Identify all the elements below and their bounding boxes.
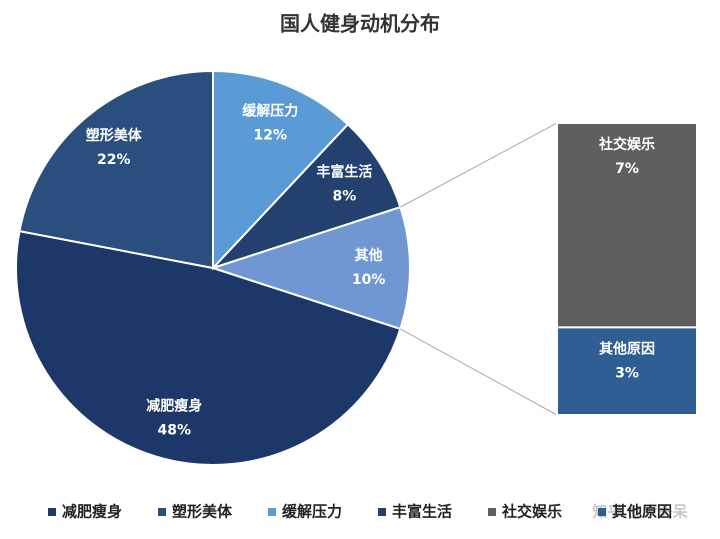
legend-swatch	[268, 508, 276, 516]
legend-swatch	[158, 508, 166, 516]
bar-value-label: 7%	[615, 161, 639, 177]
bar-segment	[556, 326, 698, 416]
slice-label: 塑形美体	[86, 127, 143, 144]
slice-label: 减肥瘦身	[146, 398, 202, 415]
legend-label: 丰富生活	[392, 503, 452, 521]
slice-value-label: 10%	[352, 272, 386, 288]
legend-swatch	[488, 508, 496, 516]
connector-line	[400, 122, 558, 208]
legend-swatch	[48, 508, 56, 516]
slice-label: 其他	[355, 247, 383, 264]
legend-label: 社交娱乐	[501, 503, 562, 521]
watermark: 知乎 @大头呆	[592, 503, 687, 521]
slice-value-label: 22%	[97, 152, 131, 168]
slice-label: 缓解压力	[242, 102, 298, 119]
legend-swatch	[598, 508, 606, 516]
pie-slice	[209, 205, 411, 331]
bar-segment	[556, 122, 698, 329]
bar-label: 社交娱乐	[598, 136, 655, 153]
legend-label: 缓解压力	[282, 503, 342, 521]
legend-label: 塑形美体	[172, 503, 233, 521]
chart-title: 国人健身动机分布	[280, 12, 440, 36]
pie-slice	[212, 69, 350, 271]
legend-label: 减肥瘦身	[62, 503, 122, 521]
legend-label: 其他原因	[612, 503, 672, 521]
legend-swatch	[378, 508, 386, 516]
slice-value-label: 12%	[254, 127, 288, 143]
bar-label: 其他原因	[599, 340, 655, 357]
pie-slice	[18, 69, 214, 270]
pie-slice	[212, 122, 402, 269]
connector-line	[400, 328, 558, 416]
slice-value-label: 48%	[158, 423, 192, 439]
bar-value-label: 3%	[615, 365, 639, 381]
slice-value-label: 8%	[333, 189, 357, 205]
pie-slice	[15, 229, 402, 466]
slice-label: 丰富生活	[316, 164, 372, 181]
